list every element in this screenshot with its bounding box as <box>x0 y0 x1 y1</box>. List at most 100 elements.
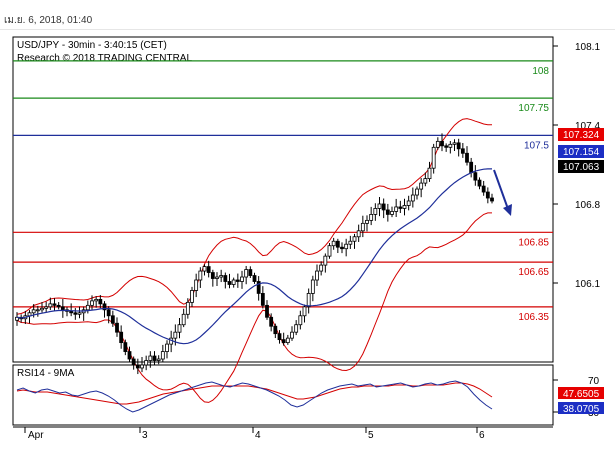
candle <box>444 143 449 152</box>
candle <box>448 141 453 154</box>
candle <box>277 330 282 344</box>
candle <box>473 165 478 186</box>
candle <box>360 215 365 238</box>
candle <box>406 195 411 211</box>
candle <box>327 242 332 259</box>
candle <box>177 318 182 339</box>
candle <box>369 206 374 226</box>
candle <box>219 269 224 283</box>
candle <box>415 186 419 200</box>
candle <box>365 215 369 232</box>
last-price-black: 107.063 <box>563 162 600 173</box>
candle <box>194 273 199 298</box>
candle <box>402 198 407 216</box>
candle <box>344 238 349 257</box>
x-tick: 4 <box>255 430 261 441</box>
candle <box>481 180 486 196</box>
candle <box>119 325 124 349</box>
candle <box>485 187 490 204</box>
candle <box>265 300 269 320</box>
candle <box>185 298 190 319</box>
candle <box>290 326 294 341</box>
moving-average-line <box>16 168 492 345</box>
candle <box>44 301 49 312</box>
candle <box>156 355 161 365</box>
price-tick: 107.4 <box>575 121 600 132</box>
bollinger-lower <box>16 212 492 403</box>
candle <box>115 317 119 337</box>
candle <box>40 302 44 313</box>
price-tick: 106.1 <box>575 279 600 290</box>
candle <box>181 308 186 328</box>
candle <box>98 295 103 309</box>
candle <box>215 272 219 286</box>
candle <box>69 303 74 317</box>
candle <box>94 296 99 308</box>
candle <box>352 233 357 249</box>
rsi-value-red: 47.6505 <box>563 389 600 400</box>
date-text: เม.ย. 6, 2018, 01:40 <box>4 15 93 26</box>
candle <box>244 265 249 285</box>
moving-average <box>16 168 492 345</box>
level-label: 106.85 <box>518 237 549 248</box>
x-tick: Apr <box>28 430 44 441</box>
candle <box>202 264 207 276</box>
candle <box>340 242 344 254</box>
rsi-ma-line <box>16 382 493 405</box>
candle <box>127 346 132 362</box>
main-panel <box>12 36 554 363</box>
candle <box>452 139 457 151</box>
candle <box>227 273 232 289</box>
candle <box>315 264 319 287</box>
research-credit: Research © 2018 TRADING CENTRAL <box>17 53 192 64</box>
candle <box>381 198 386 219</box>
candle <box>310 275 315 302</box>
candle <box>160 344 165 363</box>
candle <box>460 143 465 158</box>
last-price-blue-badge <box>558 145 604 158</box>
candle <box>15 312 19 326</box>
forecast-arrow-icon <box>493 169 512 216</box>
level-label: 106.65 <box>518 267 549 278</box>
rsi-value-blue: 38.0705 <box>563 404 600 415</box>
rsi-title: RSI14 - 9MA <box>17 368 75 379</box>
candle <box>35 305 40 317</box>
price-tick: 108.1 <box>575 42 600 53</box>
candle <box>323 253 328 273</box>
candle <box>256 276 261 301</box>
candle <box>269 313 274 332</box>
candle <box>440 133 444 152</box>
rsi-red-badge <box>558 387 604 399</box>
candle <box>390 206 394 218</box>
rsi-lines <box>16 380 493 413</box>
last-price-red-badge <box>558 128 604 141</box>
candle <box>377 197 382 217</box>
candle <box>190 286 194 307</box>
chart-title: USD/JPY - 30min - 3:40:15 (CET) <box>17 40 167 51</box>
price-tick: 106.8 <box>575 200 600 211</box>
date-bar: เม.ย. 6, 2018, 01:40 <box>0 0 615 30</box>
candle <box>165 340 169 359</box>
candle <box>398 200 403 214</box>
candle <box>477 177 482 190</box>
candle <box>240 270 244 289</box>
level-label: 108 <box>532 66 549 77</box>
candle <box>435 137 440 150</box>
candle <box>144 355 149 371</box>
candle <box>110 310 115 327</box>
x-axis: Apr 3 4 5 6 <box>24 427 485 441</box>
x-tick: 5 <box>368 430 374 441</box>
candle <box>348 235 353 249</box>
candle <box>431 143 436 174</box>
candle <box>131 356 136 370</box>
support-resistance-levels: 108 107.75 107.5 106.85 106.65 106.35 <box>13 60 553 323</box>
candle <box>148 351 153 368</box>
candle <box>306 288 311 314</box>
candle <box>223 272 228 289</box>
candle <box>56 302 61 310</box>
candle <box>231 277 236 288</box>
last-price-red: 107.324 <box>563 130 600 141</box>
candle <box>85 300 90 314</box>
candle <box>373 203 378 221</box>
